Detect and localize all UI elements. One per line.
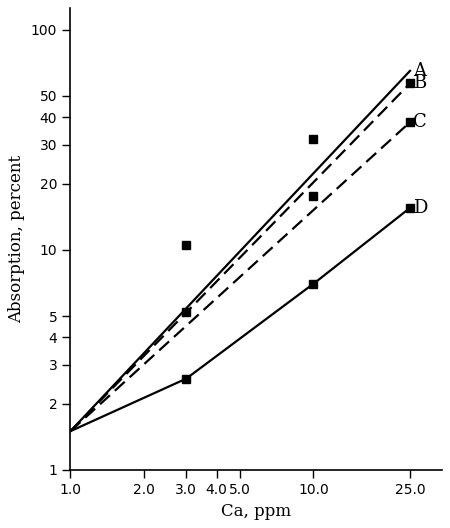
Y-axis label: Absorption, percent: Absorption, percent bbox=[9, 155, 25, 323]
Text: A: A bbox=[413, 62, 426, 80]
Text: C: C bbox=[413, 113, 427, 131]
Text: D: D bbox=[413, 199, 428, 217]
Text: B: B bbox=[413, 74, 427, 92]
X-axis label: Ca, ppm: Ca, ppm bbox=[221, 503, 291, 520]
